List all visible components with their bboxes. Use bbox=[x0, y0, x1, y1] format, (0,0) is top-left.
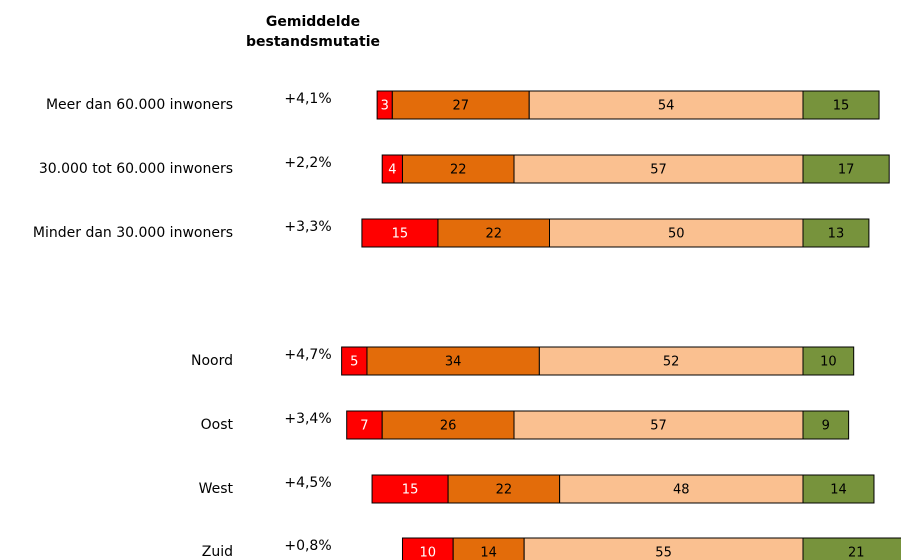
mutation-label: +4,7% bbox=[284, 347, 331, 363]
segment-label: 17 bbox=[838, 163, 855, 178]
segment-label: 22 bbox=[485, 227, 502, 242]
segment-label: 52 bbox=[663, 355, 680, 370]
segment-label: 55 bbox=[655, 546, 672, 560]
mutation-label: +3,4% bbox=[284, 411, 331, 427]
category-label: Meer dan 60.000 inwoners bbox=[46, 97, 233, 113]
segment-label: 10 bbox=[820, 355, 837, 370]
segment-label: 5 bbox=[350, 355, 358, 370]
bar-segment bbox=[361, 218, 439, 248]
segment-label: 13 bbox=[828, 227, 845, 242]
mutation-label: +3,3% bbox=[284, 219, 331, 235]
bar-segment bbox=[802, 154, 890, 184]
segment-label: 27 bbox=[453, 99, 470, 114]
category-label: Noord bbox=[191, 353, 233, 369]
segment-label: 9 bbox=[822, 419, 830, 434]
bar-segment bbox=[802, 537, 901, 560]
bar-segment bbox=[559, 474, 804, 504]
chart-title: bestandsmutatie bbox=[246, 34, 380, 50]
segment-label: 15 bbox=[392, 227, 409, 242]
mutation-label: +2,2% bbox=[284, 155, 331, 171]
bar-segment bbox=[549, 218, 804, 248]
bar-segment bbox=[401, 154, 515, 184]
segment-label: 21 bbox=[848, 546, 865, 560]
bar-segment bbox=[513, 154, 804, 184]
bar-segment bbox=[528, 90, 804, 120]
bar-segment bbox=[802, 346, 855, 376]
segment-label: 10 bbox=[420, 546, 437, 560]
segment-label: 4 bbox=[388, 163, 396, 178]
segment-label: 57 bbox=[650, 163, 667, 178]
category-label: Zuid bbox=[202, 544, 233, 560]
segment-label: 14 bbox=[830, 483, 847, 498]
segment-label: 3 bbox=[381, 99, 389, 114]
bar-segment bbox=[802, 474, 875, 504]
segment-label: 22 bbox=[496, 483, 513, 498]
bar-segment bbox=[391, 90, 530, 120]
mutation-label: +4,1% bbox=[284, 91, 331, 107]
chart-title: Gemiddelde bbox=[266, 14, 360, 30]
category-label: West bbox=[199, 481, 234, 497]
segment-label: 34 bbox=[445, 355, 462, 370]
bar-segment bbox=[341, 346, 368, 376]
category-label: Minder dan 30.000 inwoners bbox=[33, 225, 233, 241]
category-label: Oost bbox=[201, 417, 234, 433]
bar-segment bbox=[802, 218, 870, 248]
bar-segment bbox=[802, 90, 880, 120]
mutation-label: +0,8% bbox=[284, 538, 331, 554]
segment-label: 48 bbox=[673, 483, 690, 498]
bar-segment bbox=[538, 346, 804, 376]
bar-segment bbox=[366, 346, 540, 376]
bar-segment bbox=[437, 218, 550, 248]
segment-label: 14 bbox=[480, 546, 497, 560]
segment-label: 26 bbox=[440, 419, 457, 434]
segment-label: 22 bbox=[450, 163, 467, 178]
segment-label: 7 bbox=[360, 419, 368, 434]
segment-label: 57 bbox=[650, 419, 667, 434]
mutation-label: +4,5% bbox=[284, 475, 331, 491]
segment-label: 54 bbox=[658, 99, 675, 114]
segment-label: 15 bbox=[402, 483, 419, 498]
segment-label: 15 bbox=[833, 99, 850, 114]
segment-label: 50 bbox=[668, 227, 685, 242]
bar-segment bbox=[802, 410, 850, 440]
category-label: 30.000 tot 60.000 inwoners bbox=[39, 161, 233, 177]
bar-segment bbox=[513, 410, 804, 440]
